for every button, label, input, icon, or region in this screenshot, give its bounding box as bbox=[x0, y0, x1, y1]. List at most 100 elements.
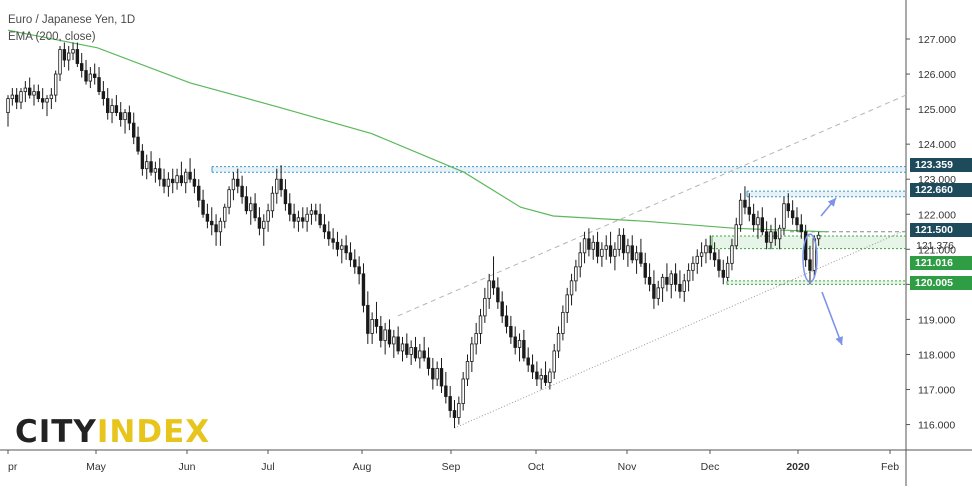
y-tick-label: 126.000 bbox=[918, 69, 956, 81]
candle bbox=[171, 168, 175, 194]
candle bbox=[630, 235, 634, 264]
support-trendline bbox=[454, 229, 907, 429]
candle bbox=[66, 46, 71, 71]
candle bbox=[517, 333, 522, 362]
candle bbox=[119, 102, 123, 127]
candle-body-down bbox=[240, 185, 244, 198]
candle-body-down bbox=[513, 336, 517, 348]
candle bbox=[574, 259, 578, 292]
y-tick-label: 122.000 bbox=[918, 209, 956, 221]
candle-body-up bbox=[262, 220, 266, 229]
candle bbox=[712, 242, 717, 267]
candle-body-up bbox=[71, 49, 75, 54]
candle-body-down bbox=[422, 350, 426, 359]
candle bbox=[695, 249, 699, 274]
candle bbox=[643, 252, 647, 285]
candle-body-down bbox=[75, 49, 80, 64]
candle-body-down bbox=[721, 269, 725, 278]
candle bbox=[214, 214, 218, 246]
candle-body-up bbox=[58, 49, 62, 75]
candle bbox=[292, 203, 296, 229]
candle bbox=[660, 273, 665, 302]
candle-body-up bbox=[153, 168, 158, 173]
candle bbox=[10, 88, 15, 106]
candle-body-down bbox=[379, 326, 383, 341]
candle bbox=[548, 368, 552, 390]
candle-body-down bbox=[119, 112, 123, 121]
candle-body-up bbox=[470, 343, 474, 362]
candle-body-down bbox=[149, 161, 153, 173]
candle-body-up bbox=[88, 73, 93, 82]
candle bbox=[743, 186, 747, 215]
candle-body-up bbox=[574, 266, 578, 282]
candle-body-up bbox=[582, 238, 587, 254]
candle-body-down bbox=[106, 98, 110, 114]
candle bbox=[777, 224, 782, 250]
candle-body-down bbox=[504, 315, 509, 327]
candle-body-up bbox=[231, 178, 236, 191]
candle-body-down bbox=[431, 368, 435, 380]
candle-body-up bbox=[45, 98, 49, 103]
candle bbox=[136, 126, 140, 155]
candle bbox=[19, 88, 23, 110]
price-label-121376: 121.376 bbox=[916, 240, 954, 252]
cityindex-logo: CITYINDEX bbox=[15, 414, 211, 450]
candle bbox=[808, 245, 812, 285]
candle-body-down bbox=[318, 213, 322, 226]
candle-body-down bbox=[205, 213, 210, 222]
level-zones bbox=[211, 166, 906, 285]
candle-body-down bbox=[530, 364, 535, 373]
candle bbox=[400, 336, 405, 362]
candle bbox=[392, 329, 396, 358]
candle bbox=[110, 98, 114, 124]
x-tick-label: May bbox=[86, 461, 107, 473]
candle bbox=[426, 347, 431, 376]
candle bbox=[708, 235, 712, 260]
candle bbox=[348, 242, 353, 267]
candle-body-up bbox=[184, 171, 188, 184]
candle-body-down bbox=[708, 245, 712, 254]
candle bbox=[123, 109, 127, 134]
candle bbox=[561, 305, 565, 341]
candle-body-down bbox=[747, 206, 751, 215]
y-tick-label: 125.000 bbox=[918, 104, 956, 116]
candle-body-up bbox=[66, 52, 71, 61]
x-tick-label: Feb bbox=[881, 461, 899, 473]
candle bbox=[786, 193, 790, 218]
candle bbox=[114, 95, 119, 117]
support-zone-1 bbox=[712, 235, 906, 249]
candle-body-down bbox=[448, 396, 452, 411]
candle bbox=[483, 287, 487, 323]
candle bbox=[595, 231, 600, 264]
candle bbox=[678, 270, 682, 299]
candle-body-down bbox=[595, 241, 600, 257]
candle-body-up bbox=[691, 262, 695, 271]
candle-body-up bbox=[249, 203, 253, 212]
candle-body-up bbox=[223, 206, 227, 222]
candle-body-down bbox=[361, 273, 366, 306]
candle-body-up bbox=[296, 217, 301, 222]
candle bbox=[188, 158, 192, 183]
candle bbox=[613, 242, 617, 271]
up-arrow-head bbox=[827, 198, 836, 207]
candle bbox=[699, 242, 704, 267]
candle bbox=[522, 329, 526, 362]
candle-body-down bbox=[500, 301, 504, 317]
candle-body-up bbox=[695, 255, 699, 264]
candle-body-up bbox=[634, 252, 639, 261]
candle bbox=[227, 186, 231, 215]
candle bbox=[634, 245, 639, 274]
candle bbox=[565, 287, 569, 323]
candle-body-down bbox=[257, 217, 262, 229]
candle bbox=[387, 319, 392, 348]
candle-body-up bbox=[227, 189, 231, 208]
candle bbox=[79, 53, 84, 78]
candle bbox=[379, 315, 383, 348]
candle bbox=[27, 77, 32, 99]
candle bbox=[314, 203, 318, 222]
candle bbox=[23, 81, 28, 103]
candle-body-up bbox=[669, 273, 673, 285]
candle bbox=[513, 326, 517, 355]
candle-body-up bbox=[591, 241, 595, 250]
y-tick-label: 127.000 bbox=[918, 34, 956, 46]
